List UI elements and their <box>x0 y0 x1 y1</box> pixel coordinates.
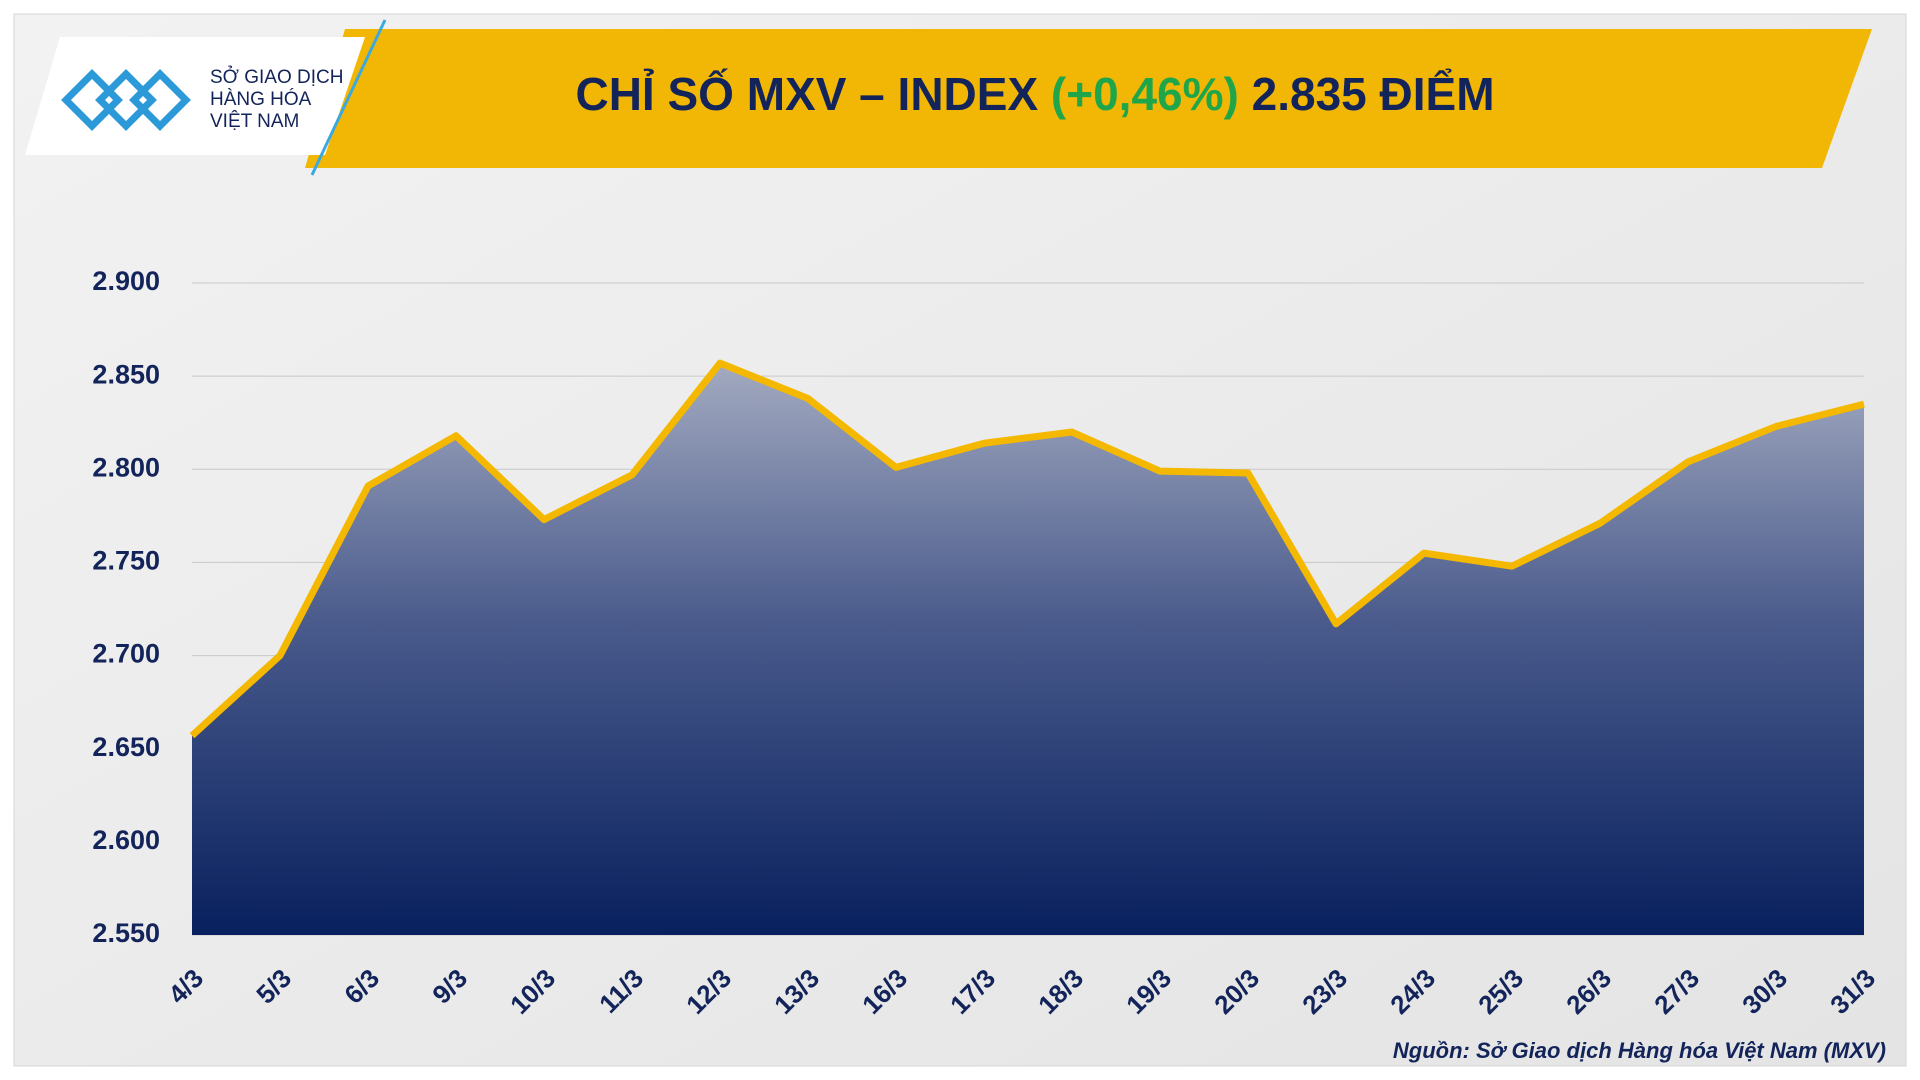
y-tick-label: 2.600 <box>92 825 160 855</box>
y-tick-label: 2.850 <box>92 359 160 389</box>
title-change: (+0,46%) <box>1051 68 1239 120</box>
title-level: 2.835 ĐIỂM <box>1252 68 1495 120</box>
chart-title: CHỈ SỐ MXV – INDEX (+0,46%) 2.835 ĐIỂM <box>575 68 1494 120</box>
y-tick-label: 2.700 <box>92 639 160 669</box>
logo-mark <box>61 69 191 131</box>
y-tick-label: 2.800 <box>92 452 160 482</box>
y-tick-label: 2.550 <box>92 918 160 948</box>
logo-accent <box>310 19 387 176</box>
title-main: CHỈ SỐ MXV – INDEX <box>575 68 1038 120</box>
logo-text: SỞ GIAO DỊCH <box>210 66 343 88</box>
source-note: Nguồn: Sở Giao dịch Hàng hóa Việt Nam (M… <box>1393 1038 1886 1063</box>
area-fill <box>192 363 1864 935</box>
title-banner <box>305 29 1872 168</box>
logo-text: VIỆT NAM <box>210 110 299 132</box>
y-tick-label: 2.750 <box>92 546 160 576</box>
y-tick-label: 2.650 <box>92 732 160 762</box>
logo-card <box>25 37 365 155</box>
y-tick-label: 2.900 <box>92 266 160 296</box>
logo-text: HÀNG HÓA <box>210 88 312 110</box>
line <box>189 359 1865 739</box>
